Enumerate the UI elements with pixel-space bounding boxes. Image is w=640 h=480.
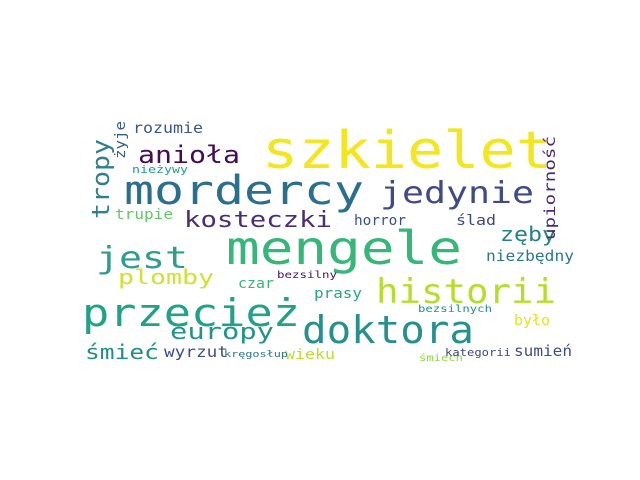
word-26: było [514, 313, 550, 329]
word-4: przecież [82, 291, 300, 335]
word-27: sumień [514, 342, 572, 360]
word-14: śmieć [85, 340, 159, 364]
word-1: mengele [226, 221, 462, 275]
word-28: nieżywy [132, 163, 188, 176]
word-19: horror [354, 213, 406, 229]
word-9: kosteczki [184, 208, 332, 233]
word-3: doktora [302, 308, 474, 352]
word-8: anioła [138, 141, 240, 169]
word-15: wyrzut [164, 343, 228, 361]
word-31: kręgosłup [224, 350, 288, 360]
word-24: czar [238, 276, 274, 292]
word-18: rozumie [133, 119, 203, 137]
word-33: kategorii [445, 346, 511, 359]
word-2: mordercy [124, 168, 364, 214]
word-29: bezsilny [277, 270, 337, 281]
word-7: jest [96, 241, 188, 276]
word-22: żyje [113, 121, 129, 159]
word-21: trupie [115, 207, 173, 223]
word-0: szkielet [262, 121, 552, 181]
word-13: zęby [500, 222, 556, 246]
word-10: europy [170, 320, 274, 345]
word-30: bezsilnych [418, 304, 492, 315]
word-32: śmiech [419, 352, 463, 364]
word-5: historii [376, 272, 556, 312]
word-16: upiorność [541, 136, 559, 240]
word-25: wieku [285, 347, 335, 363]
word-17: niezbędny [486, 247, 574, 265]
word-6: jedynie [380, 176, 534, 211]
word-20: ślad [456, 213, 496, 229]
word-23: prasy [314, 286, 362, 302]
word-11: plomby [118, 265, 214, 289]
word-12: tropy [87, 139, 115, 219]
